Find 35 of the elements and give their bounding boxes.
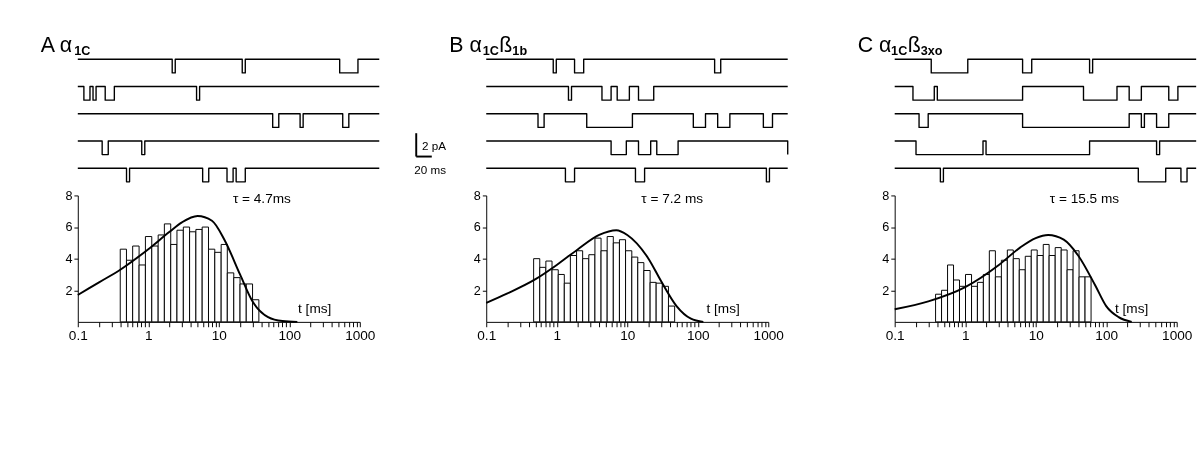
- x-tick-label: 10: [620, 327, 636, 343]
- y-tick-label: 8: [65, 188, 73, 203]
- x-axis-title: t [ms]: [298, 301, 332, 317]
- x-tick-label: 10: [1028, 327, 1045, 343]
- x-tick-label: 100: [1095, 327, 1119, 343]
- x-tick-label: 10: [211, 327, 228, 343]
- text: 2 pA: [422, 138, 447, 152]
- y-tick-label: 6: [65, 220, 73, 235]
- x-tick-label: 1000: [753, 327, 785, 343]
- y-tick-label: 2: [65, 283, 73, 298]
- x-axis-title: t [ms]: [1114, 301, 1149, 317]
- y-tick-label: 4: [473, 252, 481, 267]
- x-tick-label: 100: [278, 327, 302, 343]
- annotation: τ = 15.5 ms: [1049, 191, 1120, 207]
- x-tick-label: 0.1: [885, 327, 905, 343]
- x-tick-label: 0.1: [68, 327, 88, 343]
- y-tick-label: 6: [882, 220, 890, 235]
- x-tick-label: 100: [686, 327, 711, 343]
- y-tick-label: 2: [473, 283, 481, 298]
- y-tick-label: 4: [882, 252, 890, 267]
- annotation: τ = 4.7ms: [232, 191, 292, 207]
- annotation: τ = 7.2 ms: [641, 191, 704, 207]
- x-tick-label: 1: [961, 327, 970, 343]
- text: 20 ms: [414, 163, 447, 177]
- x-tick-label: 1: [145, 327, 153, 343]
- x-tick-label: 0.1: [477, 327, 497, 343]
- x-tick-label: 1: [553, 327, 562, 343]
- y-tick-label: 2: [882, 283, 890, 298]
- y-tick-label: 8: [882, 188, 890, 203]
- x-tick-label: 1000: [345, 327, 376, 343]
- x-tick-label: 1000: [1162, 327, 1193, 343]
- y-tick-label: 4: [65, 252, 73, 267]
- x-axis-title: t [ms]: [706, 301, 740, 317]
- y-tick-label: 6: [473, 220, 481, 235]
- y-tick-label: 8: [473, 188, 481, 203]
